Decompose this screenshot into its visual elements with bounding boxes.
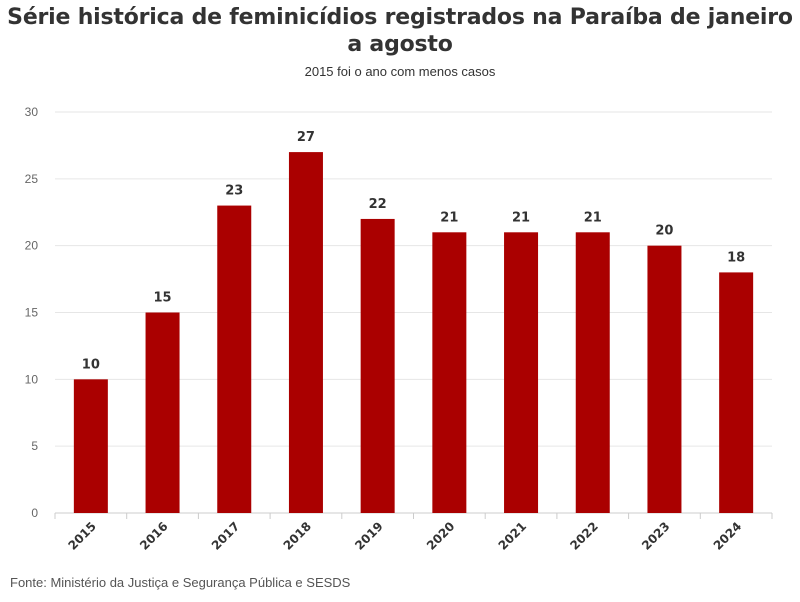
data-label: 10: [82, 357, 100, 372]
y-tick-label: 20: [25, 239, 39, 253]
y-tick-label: 5: [31, 439, 38, 453]
y-tick-label: 25: [25, 172, 39, 186]
chart-title: Série histórica de feminicídios registra…: [7, 5, 793, 57]
data-label: 23: [225, 184, 243, 199]
bar: [288, 152, 323, 513]
y-tick-label: 30: [25, 105, 39, 119]
source-note: Fonte: Ministério da Justiça e Segurança…: [10, 575, 351, 590]
bar: [719, 272, 754, 513]
data-label: 21: [584, 210, 602, 225]
data-label: 18: [727, 250, 745, 265]
x-tick-label: 2015: [65, 519, 99, 553]
data-label: 15: [154, 291, 172, 306]
bar: [575, 232, 610, 514]
x-tick-label: 2024: [711, 519, 745, 553]
data-label: 20: [655, 224, 673, 239]
data-label: 27: [297, 130, 315, 145]
y-axis-ticks: 0 5 10 15 20 25 30: [25, 105, 39, 520]
x-tick-label: 2019: [352, 519, 386, 553]
bars: [73, 152, 754, 514]
bar: [504, 232, 539, 514]
data-labels: 10 15 23 27 22 21 21 21 20 18: [82, 130, 745, 372]
y-tick-label: 10: [25, 372, 39, 386]
chart-subtitle: 2015 foi o ano com menos casos: [304, 64, 496, 79]
x-tick-label: 2022: [567, 519, 601, 553]
y-tick-label: 0: [31, 506, 38, 520]
x-tick-label: 2021: [496, 519, 530, 553]
y-tick-label: 15: [25, 306, 39, 320]
bar: [145, 312, 180, 513]
data-label: 21: [512, 210, 530, 225]
x-tick-label: 2017: [209, 519, 243, 553]
x-tick-label: 2023: [639, 519, 673, 553]
bar: [217, 205, 252, 514]
bar: [432, 232, 467, 514]
x-axis-ticks: 2015 2016 2017 2018 2019 2020 2021 2022 2023 2024: [54, 513, 773, 553]
bar: [360, 218, 395, 513]
bar: [73, 379, 108, 513]
x-tick-label: 2016: [137, 519, 171, 553]
x-tick-label: 2018: [281, 519, 315, 553]
data-label: 22: [369, 197, 387, 212]
data-label: 21: [440, 210, 458, 225]
bar: [647, 245, 682, 513]
x-tick-label: 2020: [424, 519, 458, 553]
